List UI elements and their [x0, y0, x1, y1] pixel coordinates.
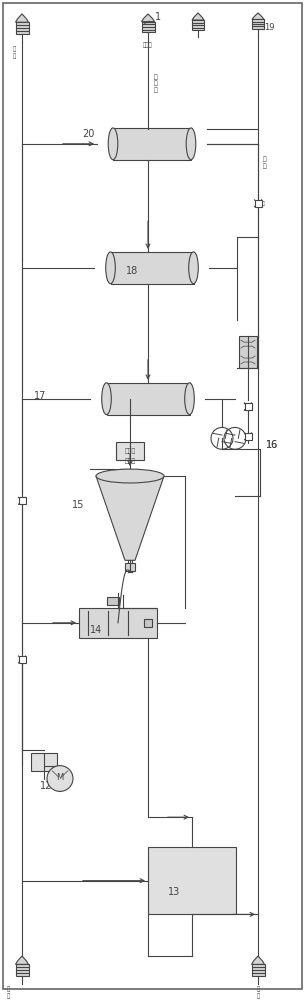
Bar [148, 847, 236, 914]
Text: M: M [56, 773, 64, 782]
Ellipse shape [186, 128, 196, 160]
Bar [252, 964, 264, 976]
Bar [110, 252, 193, 284]
Text: 废
液: 废 液 [13, 47, 16, 59]
Bar [113, 128, 191, 160]
Bar [245, 403, 252, 410]
Ellipse shape [108, 128, 118, 160]
Bar [125, 563, 135, 571]
Text: 催化剂: 催化剂 [124, 459, 136, 464]
Bar [19, 497, 26, 504]
Text: 16: 16 [266, 440, 278, 450]
Text: 14: 14 [90, 625, 102, 635]
Polygon shape [96, 476, 164, 560]
Bar [31, 753, 57, 771]
Bar [142, 22, 155, 32]
Ellipse shape [102, 383, 111, 415]
Text: 13: 13 [168, 887, 180, 897]
Polygon shape [252, 13, 264, 19]
Ellipse shape [106, 252, 115, 284]
Polygon shape [252, 956, 264, 964]
Ellipse shape [185, 383, 194, 415]
Text: 催化剂: 催化剂 [124, 448, 136, 454]
Text: 1: 1 [145, 12, 161, 24]
Text: 15: 15 [72, 500, 84, 510]
Text: 废
液: 废 液 [6, 987, 10, 999]
Text: 16: 16 [266, 440, 278, 450]
Text: 有机肥: 有机肥 [143, 43, 153, 48]
Polygon shape [192, 13, 204, 20]
Bar [19, 656, 26, 663]
Ellipse shape [189, 252, 198, 284]
Text: 渗
滤
液: 渗 滤 液 [154, 74, 158, 93]
Text: 沼
液: 沼 液 [257, 987, 260, 999]
Bar [79, 608, 157, 638]
Bar [116, 442, 144, 460]
Bar [239, 336, 257, 368]
Polygon shape [142, 14, 155, 22]
Bar [144, 619, 152, 627]
Bar [107, 597, 119, 605]
Polygon shape [16, 14, 28, 22]
Text: 20: 20 [82, 129, 94, 139]
Text: 12: 12 [40, 781, 52, 791]
Polygon shape [16, 956, 28, 964]
Circle shape [47, 766, 73, 791]
Text: 阀: 阀 [262, 201, 265, 206]
Bar [245, 433, 252, 440]
Text: 废
水: 废 水 [263, 157, 267, 169]
Ellipse shape [96, 469, 164, 483]
Bar [254, 200, 261, 207]
Bar [16, 22, 28, 34]
Text: 17: 17 [34, 391, 46, 401]
Bar [252, 19, 264, 29]
Text: 19: 19 [264, 23, 274, 32]
Text: 18: 18 [126, 266, 138, 276]
Bar [245, 403, 252, 410]
Bar [106, 383, 189, 415]
Bar [192, 20, 204, 30]
Bar [16, 964, 28, 976]
